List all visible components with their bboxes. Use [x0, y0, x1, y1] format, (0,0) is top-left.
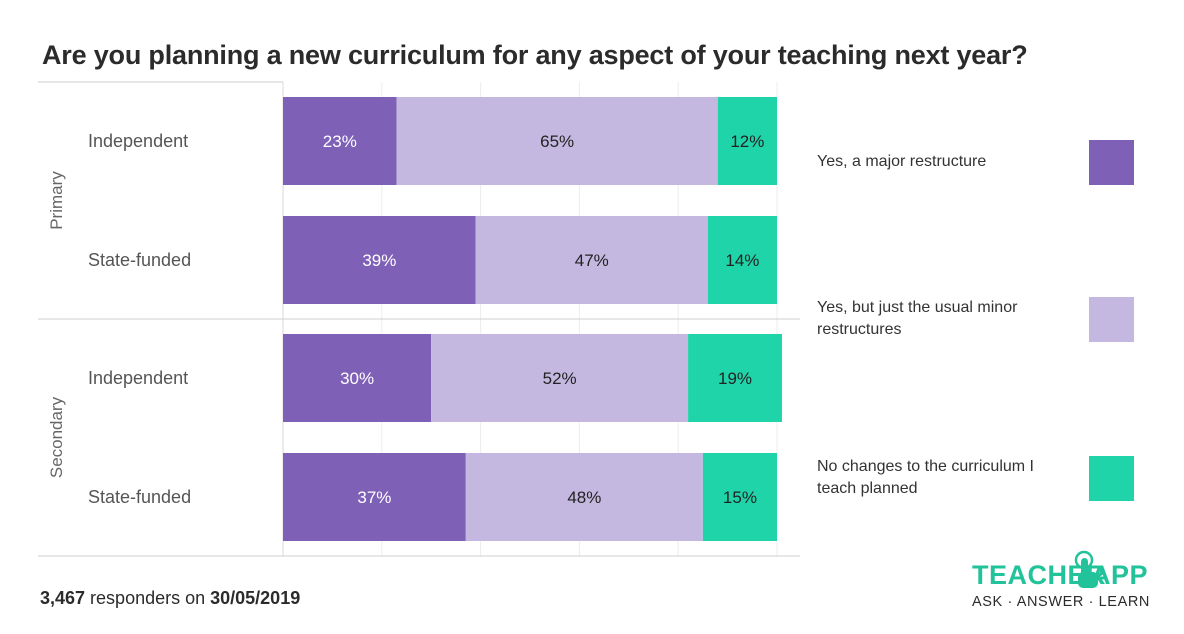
bar-segment [465, 453, 703, 541]
data-label: 37% [357, 488, 391, 507]
data-label: 30% [340, 369, 374, 388]
footer-middle-text: responders on [85, 588, 211, 608]
bar-segment [702, 453, 777, 541]
legend-swatch-minor [1089, 297, 1134, 342]
logo-tagline: ASK · ANSWER · LEARN [972, 594, 1150, 610]
legend-label-major: Yes, a major restructure [817, 153, 987, 170]
data-label: 14% [725, 251, 759, 270]
legend-swatch-none [1089, 456, 1134, 501]
footer-note: 3,467 responders on 30/05/2019 [40, 588, 300, 609]
bar-segment [396, 97, 718, 185]
tap-hand-icon [1074, 550, 1098, 588]
chart-title: Are you planning a new curriculum for an… [42, 40, 1028, 70]
legend: Yes, a major restructure Yes, but just t… [817, 0, 1147, 634]
bar-segment [717, 97, 777, 185]
bar-segment [283, 334, 432, 422]
survey-date: 30/05/2019 [210, 588, 301, 608]
data-label: 52% [543, 369, 577, 388]
bar-segment [283, 453, 466, 541]
data-label: 47% [575, 251, 609, 270]
teacher-tapp-logo[interactable]: TEACHER TAPP ASK · ANSWER · LEARN [970, 550, 1150, 614]
bar-segment [283, 216, 476, 304]
data-label: 19% [718, 369, 752, 388]
data-label: 15% [723, 488, 757, 507]
bar-segment [475, 216, 708, 304]
data-label: 23% [323, 132, 357, 151]
legend-label-none: No changes to the curriculum I teach pla… [817, 458, 1034, 497]
bar-segment [707, 216, 777, 304]
data-label: 39% [362, 251, 396, 270]
data-label: 12% [730, 132, 764, 151]
group-label: Primary [47, 171, 66, 230]
row-label: Independent [88, 131, 188, 151]
row-label: State-funded [88, 487, 191, 507]
data-label: 48% [567, 488, 601, 507]
row-label: State-funded [88, 250, 191, 270]
row-label: Independent [88, 368, 188, 388]
legend-swatch-major [1089, 140, 1134, 185]
group-label: Secondary [47, 396, 66, 478]
logo-word-tapp: TAPP [1076, 560, 1149, 590]
stacked-bar-chart: Primary Independent 23% 65% 12% State-funded 3… [38, 81, 800, 557]
bar-segment [431, 334, 689, 422]
data-label: 65% [540, 132, 574, 151]
bar-segment [688, 334, 782, 422]
bar-segment [283, 97, 397, 185]
legend-label-minor: Yes, but just the usual minor restructur… [817, 299, 1018, 338]
responder-count: 3,467 [40, 588, 86, 608]
